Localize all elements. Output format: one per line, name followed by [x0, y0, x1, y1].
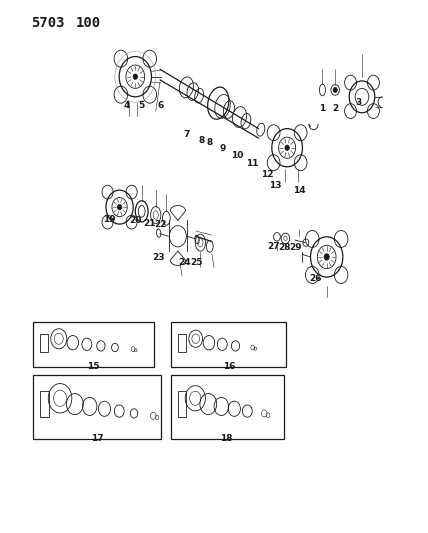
Text: 18: 18 — [220, 434, 233, 443]
Text: 17: 17 — [91, 434, 104, 443]
Text: 24: 24 — [178, 257, 190, 266]
Bar — [33, 322, 155, 367]
Text: 12: 12 — [261, 170, 273, 179]
Text: 29: 29 — [289, 243, 302, 252]
Text: 27: 27 — [267, 241, 280, 251]
Text: 25: 25 — [191, 257, 203, 266]
Text: 21: 21 — [143, 219, 156, 228]
Text: 100: 100 — [76, 16, 101, 30]
Circle shape — [324, 254, 329, 260]
Text: 16: 16 — [223, 362, 235, 372]
Text: 22: 22 — [155, 220, 167, 229]
Bar — [178, 391, 185, 417]
Text: 1: 1 — [319, 104, 326, 113]
Bar — [33, 375, 161, 439]
Circle shape — [285, 145, 289, 150]
Text: 10: 10 — [231, 151, 244, 160]
Text: 14: 14 — [293, 186, 305, 195]
Text: 2: 2 — [332, 104, 338, 113]
Bar — [178, 334, 186, 352]
Text: 19: 19 — [104, 215, 116, 224]
Text: 20: 20 — [129, 216, 142, 225]
Circle shape — [333, 87, 337, 93]
Text: 7: 7 — [183, 130, 190, 139]
Text: 15: 15 — [86, 362, 99, 372]
Bar — [40, 391, 49, 417]
Text: 23: 23 — [152, 253, 165, 262]
Text: 6: 6 — [158, 101, 164, 110]
Text: 5703: 5703 — [31, 16, 65, 30]
Text: 5: 5 — [139, 101, 145, 110]
Text: 26: 26 — [309, 274, 321, 284]
Bar — [172, 375, 284, 439]
Text: 9: 9 — [219, 143, 226, 152]
Text: 11: 11 — [246, 159, 259, 168]
Text: 4: 4 — [124, 101, 130, 110]
Bar — [172, 322, 286, 367]
Text: 3: 3 — [355, 99, 362, 108]
Text: 28: 28 — [278, 243, 291, 252]
Text: 8: 8 — [207, 138, 213, 147]
Circle shape — [117, 205, 122, 210]
Text: 8: 8 — [198, 135, 204, 144]
Text: 13: 13 — [269, 181, 282, 190]
Bar — [40, 334, 48, 352]
Circle shape — [133, 74, 137, 79]
